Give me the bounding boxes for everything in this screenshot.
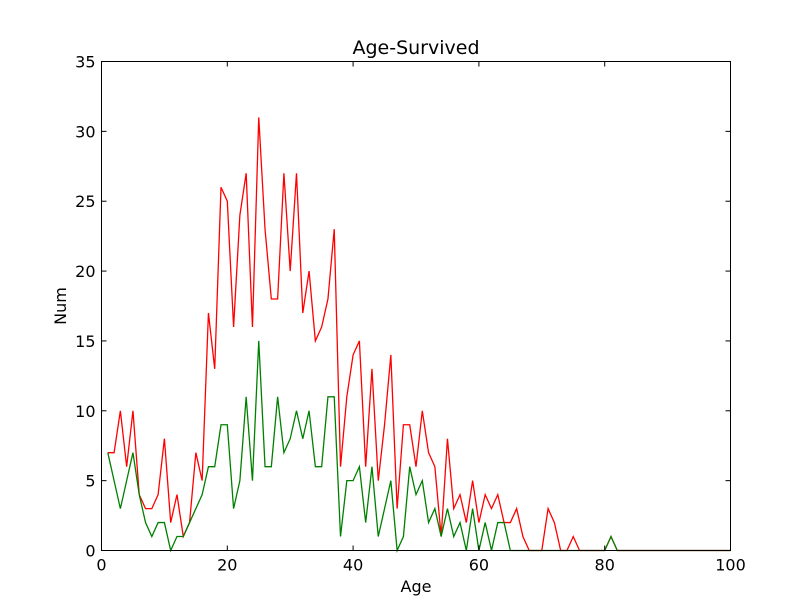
y-tick-label: 0 — [85, 542, 95, 561]
y-axis-label: Num — [51, 287, 70, 325]
x-tick-label: 100 — [715, 556, 746, 575]
y-tick-label: 30 — [75, 122, 95, 141]
x-tick-label: 80 — [595, 556, 615, 575]
y-tick-label: 5 — [85, 472, 95, 491]
plot-frame — [101, 61, 731, 551]
tick-layer: 0 20 40 60 80 100 0 5 10 15 20 25 30 35 — [75, 53, 746, 575]
chart-title: Age-Survived — [352, 37, 479, 59]
x-axis-label: Age — [401, 577, 432, 596]
y-tick-label: 25 — [75, 192, 95, 211]
x-tick-label: 60 — [469, 556, 489, 575]
x-tick-label: 40 — [343, 556, 363, 575]
y-tick-label: 20 — [75, 262, 95, 281]
x-tick-label: 0 — [96, 556, 106, 575]
x-tick-label: 20 — [217, 556, 237, 575]
y-tick-label: 10 — [75, 402, 95, 421]
y-tick-label: 15 — [75, 332, 95, 351]
y-tick-label: 35 — [75, 53, 95, 72]
